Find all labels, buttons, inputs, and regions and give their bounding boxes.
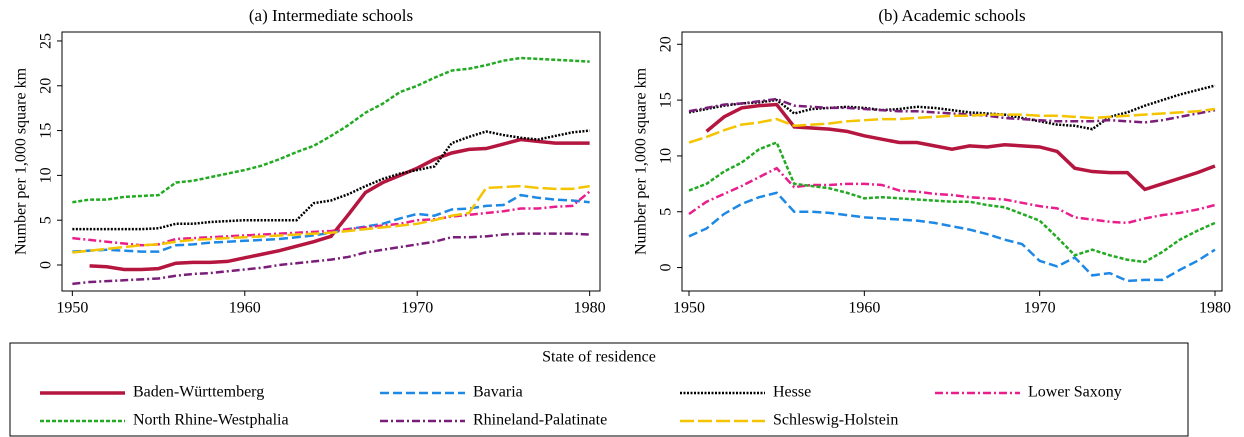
legend-label: Baden-Württemberg <box>133 384 264 401</box>
x-tick-label: 1980 <box>1199 300 1231 317</box>
legend-label: North Rhine-Westphalia <box>133 412 289 429</box>
series-line <box>688 191 1216 283</box>
x-tick-label: 1970 <box>401 300 433 317</box>
y-tick-label: 10 <box>658 148 675 164</box>
legend-label: Lower Saxony <box>1028 384 1122 401</box>
series-line <box>72 184 590 254</box>
x-tick-label: 1960 <box>229 300 261 317</box>
y-tick-label: 10 <box>38 167 55 183</box>
y-tick-label: 5 <box>658 208 675 216</box>
y-axis-label: Number per 1,000 square km <box>633 67 650 255</box>
y-tick-label: 20 <box>38 78 55 94</box>
x-tick-label: 1960 <box>848 300 880 317</box>
y-tick-label: 15 <box>658 92 675 108</box>
y-tick-label: 25 <box>38 33 55 49</box>
series-line <box>688 140 1216 264</box>
y-tick-label: 15 <box>38 123 55 139</box>
plot-frame <box>681 31 1223 292</box>
series-line <box>72 193 590 253</box>
y-tick-label: 5 <box>38 216 55 224</box>
legend-label: Schleswig-Holstein <box>773 412 898 429</box>
series-line <box>688 84 1216 131</box>
y-tick-label: 20 <box>658 36 675 52</box>
series-line <box>72 190 591 247</box>
series-line <box>89 137 590 272</box>
legend-label: Bavaria <box>473 384 523 401</box>
x-tick-label: 1950 <box>673 300 705 317</box>
x-tick-label: 1980 <box>574 300 606 317</box>
plot-frame <box>61 31 601 292</box>
legend-box <box>9 342 1189 437</box>
x-tick-label: 1950 <box>56 300 88 317</box>
series-line <box>72 129 590 231</box>
x-tick-label: 1970 <box>1024 300 1056 317</box>
chart-title: (a) Intermediate schools <box>249 6 413 25</box>
chart-title: (b) Academic schools <box>878 6 1025 25</box>
series-line <box>688 107 1216 144</box>
legend-label: Hesse <box>773 384 811 401</box>
series-line <box>72 232 590 286</box>
series-line <box>688 166 1216 225</box>
series-line <box>705 102 1216 192</box>
y-tick-label: 0 <box>38 261 55 269</box>
legend-label: Rhineland-Palatinate <box>473 412 607 429</box>
y-tick-label: 0 <box>658 264 675 272</box>
legend-title: State of residence <box>542 349 656 366</box>
y-axis-label: Number per 1,000 square km <box>13 67 30 255</box>
series-line <box>72 56 590 204</box>
